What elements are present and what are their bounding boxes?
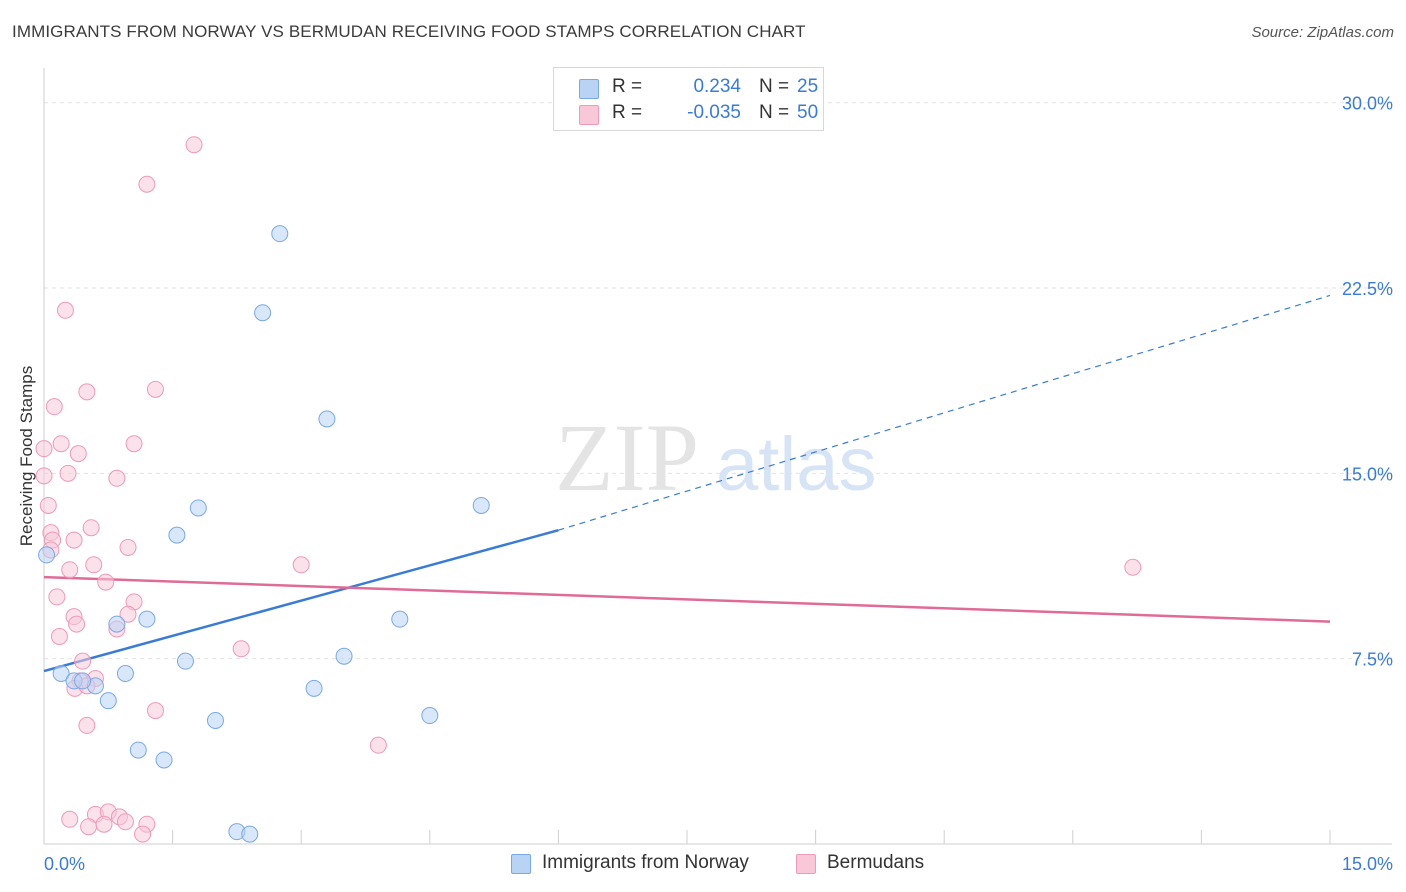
y-tick-label: 15.0% <box>1342 464 1393 484</box>
point-bermudans <box>146 702 164 720</box>
point-norway <box>116 665 134 683</box>
legend-n-label: N = <box>759 102 790 123</box>
point-norway <box>176 652 194 670</box>
point-norway <box>168 526 186 544</box>
stats-legend: R = 0.234 N = 25 R = -0.035 N = 50 <box>553 67 824 131</box>
point-bermudans <box>39 496 57 514</box>
bottom-legend-label-bermudans: Bermudans <box>827 852 925 873</box>
point-bermudans <box>185 136 203 154</box>
point-bermudans <box>35 467 53 485</box>
point-bermudans <box>59 464 77 482</box>
point-bermudans <box>80 818 98 836</box>
x-tick-label: 0.0% <box>44 854 85 874</box>
point-norway <box>99 692 117 710</box>
legend-r-label: R = <box>612 102 643 123</box>
point-bermudans <box>97 573 115 591</box>
point-norway <box>74 672 92 690</box>
point-bermudans <box>78 383 96 401</box>
point-bermudans <box>369 736 387 754</box>
legend-r-value-norway: 0.234 <box>693 76 741 97</box>
y-axis-title: Receiving Food Stamps <box>17 366 36 546</box>
point-bermudans <box>116 813 134 831</box>
point-bermudans <box>119 538 137 556</box>
point-bermudans <box>146 380 164 398</box>
legend-n-value-bermudans: 50 <box>797 102 819 123</box>
bottom-legend-swatch-norway <box>511 854 531 874</box>
point-norway <box>108 615 126 633</box>
legend-n-label: N = <box>759 76 790 97</box>
y-tick-label: 7.5% <box>1352 650 1393 670</box>
point-norway <box>52 665 70 683</box>
point-bermudans <box>119 605 137 623</box>
point-bermudans <box>68 615 86 633</box>
point-norway <box>472 496 490 514</box>
point-bermudans <box>35 440 53 458</box>
point-norway <box>189 499 207 517</box>
point-bermudans <box>48 588 66 606</box>
point-bermudans <box>138 175 156 193</box>
point-bermudans <box>82 519 100 537</box>
point-bermudans <box>85 556 103 574</box>
point-norway <box>138 610 156 628</box>
legend-r-label: R = <box>612 76 643 97</box>
legend-n-value-norway: 25 <box>797 76 819 97</box>
chart-title: IMMIGRANTS FROM NORWAY VS BERMUDAN RECEI… <box>12 22 806 41</box>
point-bermudans <box>78 716 96 734</box>
point-bermudans <box>52 435 70 453</box>
point-bermudans <box>56 301 74 319</box>
trend-line-norway-extension <box>558 294 1331 531</box>
point-norway <box>254 304 272 322</box>
bottom-legend-label-norway: Immigrants from Norway <box>542 852 749 873</box>
point-norway <box>421 707 439 725</box>
point-bermudans <box>61 561 79 579</box>
point-bermudans <box>125 435 143 453</box>
bottom-legend-swatch-bermudans <box>796 854 816 874</box>
point-norway <box>155 751 173 769</box>
point-bermudans <box>95 815 113 833</box>
watermark-zip: ZIP <box>555 404 699 511</box>
legend-r-value-bermudans: -0.035 <box>687 102 741 123</box>
point-bermudans <box>69 445 87 463</box>
point-bermudans <box>74 652 92 670</box>
source-label: Source: ZipAtlas.com <box>1251 24 1394 41</box>
point-norway <box>129 741 147 759</box>
y-tick-label: 30.0% <box>1342 94 1393 114</box>
trend-line-norway <box>43 528 559 673</box>
point-bermudans <box>65 531 83 549</box>
point-norway <box>318 410 336 428</box>
legend-swatch-bermudans <box>579 105 599 125</box>
x-tick-label: 15.0% <box>1342 854 1393 874</box>
point-norway <box>271 225 289 243</box>
point-bermudans <box>292 556 310 574</box>
point-bermudans <box>134 825 152 843</box>
watermark-atlas: atlas <box>716 422 877 507</box>
point-norway <box>206 711 224 729</box>
point-bermudans <box>61 810 79 828</box>
point-norway <box>241 825 259 843</box>
point-bermudans <box>45 398 63 416</box>
legend-swatch-norway <box>579 79 599 99</box>
point-norway <box>38 546 56 564</box>
point-bermudans <box>1124 558 1142 576</box>
point-bermudans <box>50 627 68 645</box>
y-tick-label: 22.5% <box>1342 279 1393 299</box>
point-norway <box>305 679 323 697</box>
point-bermudans <box>232 640 250 658</box>
point-bermudans <box>108 469 126 487</box>
trend-line-bermudans <box>43 575 1331 623</box>
point-norway <box>391 610 409 628</box>
point-norway <box>335 647 353 665</box>
